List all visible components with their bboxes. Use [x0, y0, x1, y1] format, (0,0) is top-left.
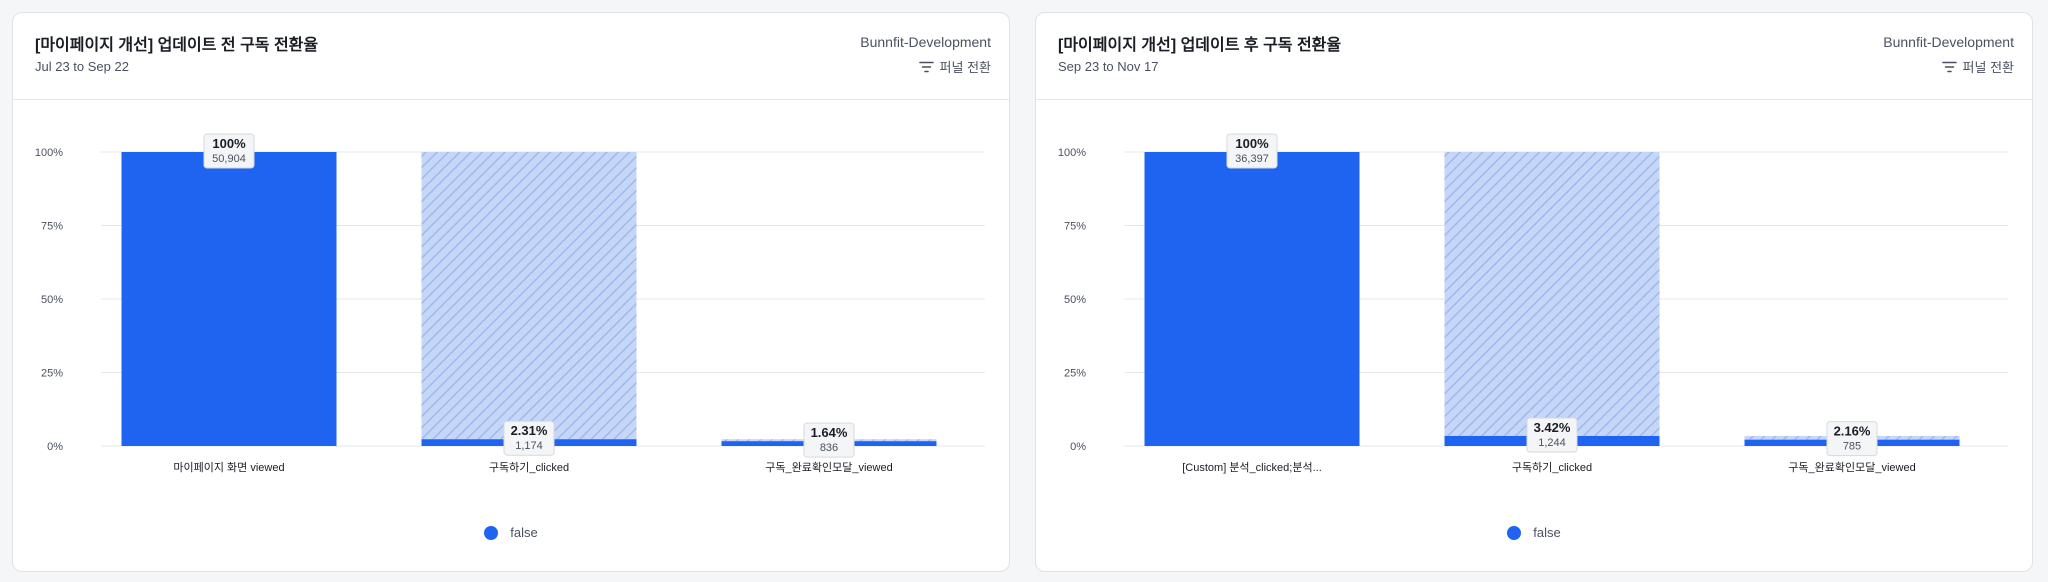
- date-range: Sep 23 to Nov 17: [1058, 59, 1159, 74]
- y-tick-label: 50%: [41, 294, 63, 306]
- event-count: 1,244: [1538, 437, 1566, 449]
- value-label: 100% 36,397: [1226, 133, 1278, 169]
- conversion-percent: 3.42%: [1534, 420, 1571, 435]
- y-tick-label: 100%: [35, 147, 63, 159]
- card-title[interactable]: [마이페이지 개선] 업데이트 전 구독 전환율: [35, 37, 319, 54]
- y-tick-label: 25%: [1064, 368, 1086, 380]
- y-tick-label: 0%: [1070, 441, 1086, 453]
- y-tick-label: 0%: [47, 441, 63, 453]
- conversion-bar[interactable]: [121, 152, 337, 446]
- x-category-label[interactable]: 구독_완료확인모달_viewed: [1788, 461, 1915, 474]
- funnel-card-after: [마이페이지 개선] 업데이트 후 구독 전환율 Sep 23 to Nov 1…: [1035, 12, 2033, 572]
- y-tick-label: 75%: [1064, 221, 1086, 233]
- value-label: 100% 50,904: [203, 133, 255, 169]
- y-tick-label: 25%: [41, 368, 63, 380]
- event-count: 36,397: [1235, 153, 1269, 165]
- legend-label[interactable]: false: [510, 525, 538, 540]
- conversion-bar[interactable]: [1144, 152, 1360, 446]
- conversion-percent: 100%: [1235, 136, 1269, 151]
- y-tick-label: 75%: [41, 221, 63, 233]
- date-range: Jul 23 to Sep 22: [35, 59, 129, 74]
- chart-legend: false: [13, 525, 1009, 540]
- card-header: [마이페이지 개선] 업데이트 전 구독 전환율 Jul 23 to Sep 2…: [13, 13, 1009, 100]
- conversion-percent: 1.64%: [811, 425, 848, 440]
- x-category-label[interactable]: 구독하기_clicked: [489, 460, 569, 474]
- x-category-label[interactable]: 구독하기_clicked: [1512, 460, 1592, 474]
- funnel-conversion-label: 퍼널 전환: [1962, 60, 2014, 75]
- legend-label[interactable]: false: [1533, 525, 1561, 540]
- project-name: Bunnfit-Development: [860, 34, 991, 50]
- project-name: Bunnfit-Development: [1883, 34, 2014, 50]
- event-count: 785: [1843, 441, 1861, 453]
- x-category-label[interactable]: [Custom] 분석_clicked;분석...: [1182, 461, 1322, 474]
- funnel-icon: [918, 61, 934, 72]
- funnel-chart: 100% 75% 50% 25% 0% 100% 50,904 마이페이지 화면 viewed…: [35, 133, 985, 474]
- funnel-conversion-button[interactable]: 퍼널 전환: [918, 57, 991, 76]
- x-category-label[interactable]: 마이페이지 화면 viewed: [173, 461, 284, 474]
- funnel-icon: [1941, 61, 1957, 72]
- event-count: 50,904: [212, 153, 246, 165]
- conversion-percent: 2.16%: [1834, 424, 1871, 439]
- funnel-card-before: [마이페이지 개선] 업데이트 전 구독 전환율 Jul 23 to Sep 2…: [12, 12, 1010, 572]
- value-label: 1.64% 836: [803, 422, 855, 458]
- value-label: 3.42% 1,244: [1526, 417, 1578, 453]
- legend-swatch: [484, 525, 499, 540]
- funnel-chart: 100% 75% 50% 25% 0% 100% 36,397 [Custom] 분석_cli…: [1058, 133, 2008, 474]
- funnel-conversion-button[interactable]: 퍼널 전환: [1941, 57, 2014, 76]
- card-header: [마이페이지 개선] 업데이트 후 구독 전환율 Sep 23 to Nov 1…: [1036, 13, 2032, 100]
- value-label: 2.31% 1,174: [503, 420, 555, 456]
- value-label: 2.16% 785: [1826, 421, 1878, 457]
- card-title[interactable]: [마이페이지 개선] 업데이트 후 구독 전환율: [1058, 37, 1342, 54]
- event-count: 836: [820, 442, 838, 454]
- legend-swatch: [1507, 525, 1522, 540]
- conversion-percent: 2.31%: [511, 423, 548, 438]
- dropoff-bar[interactable]: [1444, 152, 1660, 436]
- funnel-conversion-label: 퍼널 전환: [939, 60, 991, 75]
- chart-legend: false: [1036, 525, 2032, 540]
- event-count: 1,174: [515, 440, 543, 452]
- y-tick-label: 50%: [1064, 294, 1086, 306]
- dropoff-bar[interactable]: [421, 152, 637, 440]
- conversion-percent: 100%: [212, 136, 246, 151]
- x-category-label[interactable]: 구독_완료확인모달_viewed: [765, 461, 892, 474]
- y-tick-label: 100%: [1058, 147, 1086, 159]
